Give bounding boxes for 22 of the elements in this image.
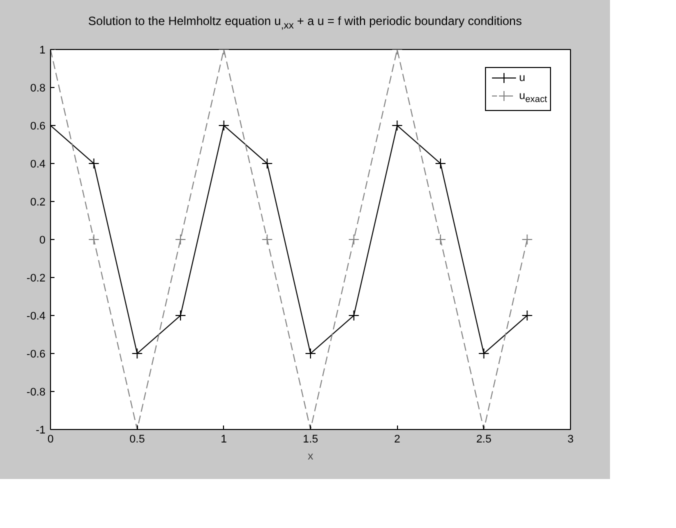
x-tick-label: 3: [567, 433, 574, 446]
x-tick-label: 0: [47, 433, 54, 446]
chart-title: Solution to the Helmholtz equation u$_{,xx}$ + a u = f with periodic boundary conditions: [88, 13, 522, 34]
y-tick-label: 0.6: [30, 120, 46, 132]
legend-label: u$_{exact}$: [519, 90, 548, 104]
x-tick-label: 1.5: [302, 433, 318, 446]
y-tick-label: -0.8: [26, 386, 46, 398]
legend-label: u: [519, 72, 526, 84]
y-tick-label: -0.2: [26, 272, 46, 284]
y-tick-label: -0.4: [26, 310, 46, 322]
x-tick-label: 1: [220, 433, 227, 446]
x-axis-title: x: [308, 450, 314, 462]
y-tick-label: -0.6: [26, 348, 46, 360]
y-tick-label: 0.2: [30, 196, 46, 208]
y-tick-label: -1: [36, 424, 46, 436]
x-tick-label: 0.5: [130, 433, 145, 446]
y-tick-label: 0.8: [30, 82, 46, 94]
y-tick-label: 0: [39, 234, 46, 246]
x-tick-label: 2: [394, 433, 400, 446]
x-tick-label: 2.5: [476, 433, 492, 446]
y-tick-label: 0.4: [30, 158, 46, 170]
y-tick-label: 1: [39, 44, 46, 56]
